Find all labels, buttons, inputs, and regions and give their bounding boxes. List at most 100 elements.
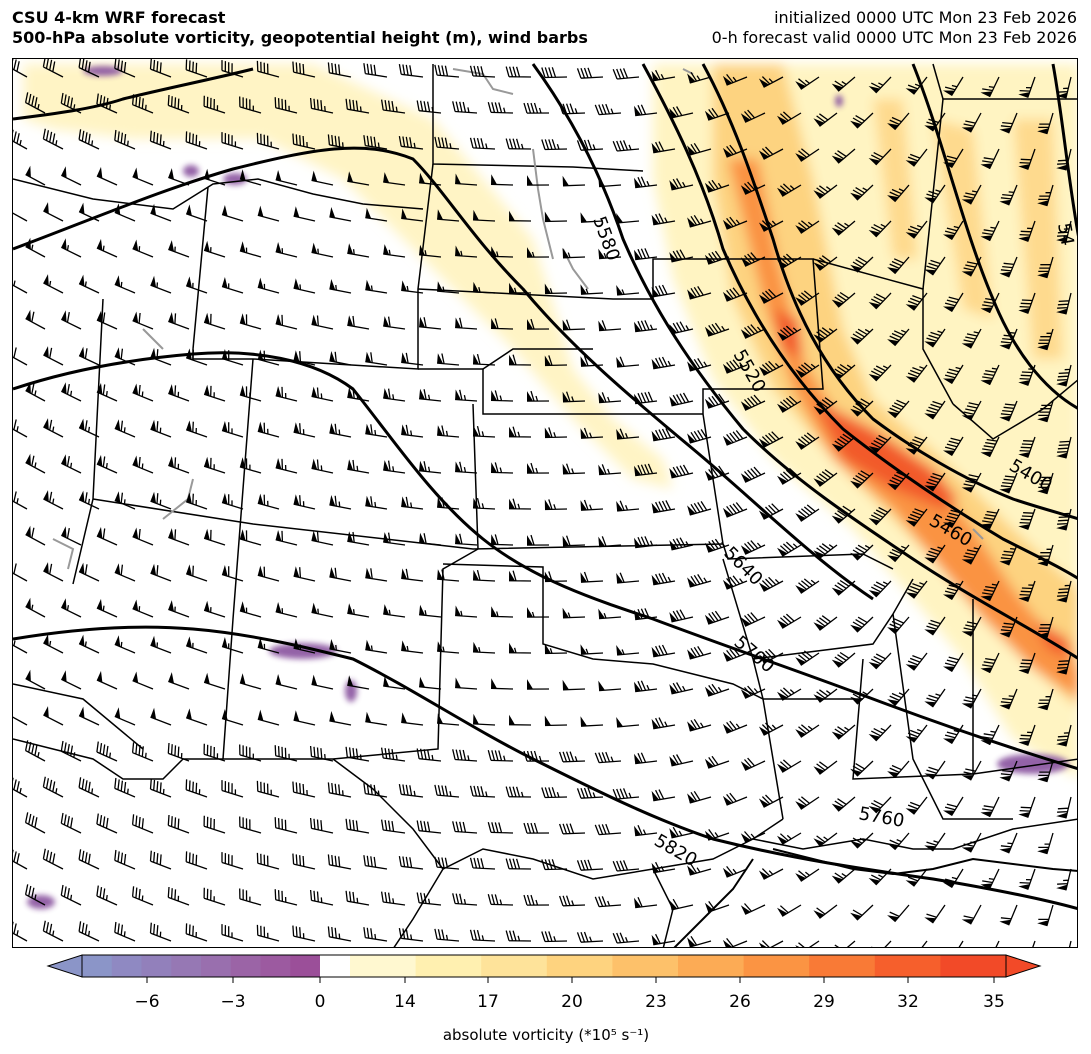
wind-barb-flag	[401, 208, 408, 220]
wind-barb	[274, 745, 298, 762]
wind-barb-flag	[1056, 380, 1068, 387]
wind-barb-flag	[509, 714, 515, 725]
wind-barb	[203, 681, 226, 690]
wind-barb-flag	[887, 915, 899, 922]
wind-barb	[544, 355, 568, 367]
wind-barb-flag	[999, 343, 1011, 350]
wind-barb-flag	[132, 527, 139, 539]
wind-barb	[114, 420, 136, 438]
wind-barb-flag	[887, 699, 899, 706]
wind-barb-flag	[687, 433, 696, 443]
colorbar-cell	[290, 955, 321, 977]
wind-barb-flag	[704, 686, 714, 697]
wind-barb	[363, 135, 388, 150]
wind-barb	[437, 497, 460, 510]
wind-barb	[982, 436, 1000, 458]
wind-barb-flag	[562, 463, 569, 474]
wind-barb	[13, 921, 28, 942]
wind-barb	[239, 744, 262, 762]
wind-barb	[25, 311, 46, 330]
wind-barb	[907, 652, 928, 671]
wind-barb	[1057, 292, 1072, 315]
wind-barb	[239, 96, 262, 114]
wind-barb-flag	[204, 456, 210, 468]
wind-barb	[558, 895, 586, 907]
wind-barb-flag	[813, 910, 825, 919]
wind-barb	[505, 66, 532, 78]
wind-barb-flag	[758, 942, 767, 947]
wind-barb	[398, 783, 424, 798]
wind-barb	[689, 574, 712, 588]
wind-barb-flag	[980, 667, 993, 673]
wind-barb-flag	[980, 451, 993, 457]
wind-barb	[455, 389, 478, 402]
wind-barb	[871, 434, 892, 454]
wind-barb-flag	[79, 634, 85, 647]
wind-barb-flag	[598, 392, 605, 403]
wind-barb	[1038, 472, 1054, 495]
wind-barb-flag	[61, 166, 67, 178]
wind-barb-flag	[186, 708, 192, 720]
wind-barb	[455, 686, 478, 690]
wind-barb	[982, 796, 1000, 818]
wind-barb	[779, 395, 802, 413]
wind-barb-flag	[132, 671, 139, 683]
wind-barb-flag	[96, 238, 103, 251]
wind-barb-flag	[204, 168, 210, 180]
wind-barb-flag	[365, 639, 372, 651]
wind-barb-flag	[347, 315, 354, 327]
wind-barb-flag	[868, 590, 880, 597]
wind-barb	[96, 813, 118, 834]
wind-barb	[834, 433, 856, 452]
wind-barb	[852, 184, 874, 201]
wind-barb-flag	[868, 374, 880, 381]
wind-barb-flag	[868, 302, 880, 309]
wind-barb	[505, 138, 532, 150]
wind-barb	[363, 63, 388, 78]
weather-map: 5580 5520 5400 5460 5640 5700 5760 5820 …	[13, 59, 1077, 947]
wind-barb	[472, 287, 496, 294]
wind-barb-flag	[924, 917, 936, 924]
wind-barb	[149, 130, 172, 150]
wind-barb	[907, 364, 928, 383]
wind-barb-flag	[722, 507, 733, 518]
wind-barb-flag	[311, 458, 318, 470]
wind-barb	[1038, 328, 1054, 351]
wind-barb	[816, 327, 838, 343]
wind-barb-flag	[887, 195, 899, 202]
colorbar-cell	[350, 955, 417, 977]
wind-barb-flag	[239, 457, 246, 469]
wind-barb-flag	[150, 563, 157, 576]
wind-barb	[798, 432, 820, 450]
wind-barb-flag	[293, 494, 300, 506]
wind-barb	[365, 352, 388, 366]
wind-barb-flag	[831, 299, 843, 308]
wind-barb	[834, 651, 856, 668]
wind-barb-flag	[961, 703, 974, 709]
wind-barb-flag	[61, 382, 67, 394]
wind-barb-flag	[25, 237, 31, 250]
wind-barb-flag	[527, 247, 533, 258]
wind-barb	[327, 782, 352, 798]
valid-time-label: 0-h forecast valid 0000 UTC Mon 23 Feb 2…	[711, 28, 1077, 47]
wind-barb-flag	[527, 679, 533, 690]
wind-barb	[1019, 724, 1036, 746]
wind-barb-flag	[491, 462, 497, 473]
wind-barb	[437, 286, 460, 294]
wind-barb-flag	[1018, 92, 1030, 98]
colorbar-tick-label: 35	[983, 992, 1005, 1012]
wind-barb	[455, 533, 478, 546]
wind-barb-flag	[419, 172, 426, 184]
wind-barb-flag	[186, 636, 192, 648]
wind-barb-flag	[924, 341, 936, 348]
wind-barb	[889, 256, 910, 275]
wind-barb-flag	[401, 712, 408, 724]
wind-barb-flag	[239, 241, 246, 253]
wind-barb-flag	[980, 91, 993, 97]
wind-barb-flag	[1056, 524, 1068, 531]
wind-barb-flag	[562, 607, 569, 618]
wind-barb	[487, 102, 514, 114]
wind-barb-flag	[25, 381, 31, 394]
wind-barb-flag	[293, 422, 300, 434]
wind-barb-flag	[669, 684, 678, 694]
